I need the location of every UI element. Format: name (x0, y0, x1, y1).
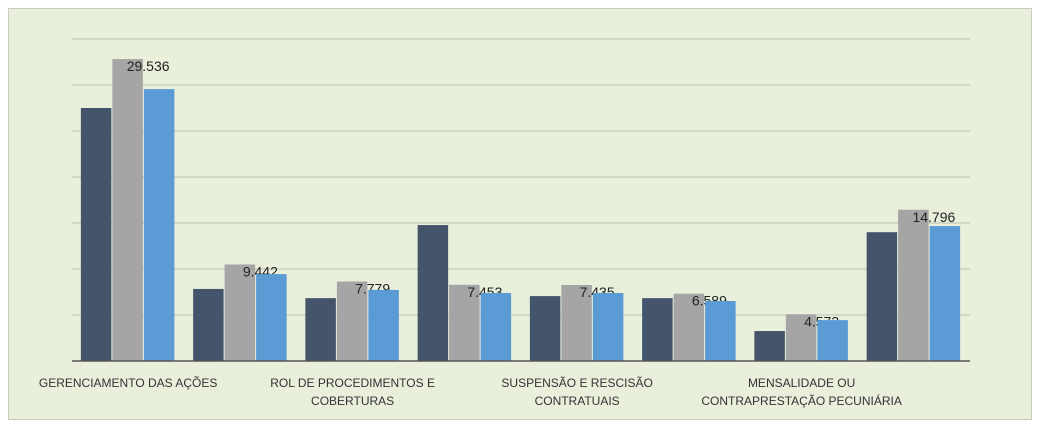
bar (929, 226, 961, 361)
bar (673, 293, 705, 361)
bar (754, 331, 785, 361)
bar (336, 281, 368, 361)
bar (480, 293, 512, 361)
chart-area (8, 8, 1032, 420)
bar (449, 284, 480, 361)
bar (143, 89, 175, 361)
bar (866, 232, 898, 361)
bar (256, 274, 287, 361)
bar (417, 225, 449, 361)
bar (368, 289, 399, 361)
x-tick-label: ROL DE PROCEDIMENTOS E COBERTURAS (270, 376, 435, 408)
bar (561, 284, 592, 361)
bar (592, 293, 624, 361)
bar (817, 320, 848, 361)
bar (898, 209, 929, 361)
data-label: 29.536 (127, 58, 170, 74)
bar (305, 298, 336, 361)
data-label: 14.796 (912, 209, 955, 225)
bar (193, 288, 224, 361)
bar (112, 59, 143, 361)
x-tick-label: MENSALIDADE OU CONTRAPRESTAÇÃO PECUNIÁRI… (701, 376, 902, 408)
bar (529, 296, 561, 361)
x-tick-label: SUSPENSÃO E RESCISÃO CONTRATUAIS (501, 376, 653, 408)
bar (705, 300, 736, 361)
x-tick-label: GERENCIAMENTO DAS AÇÕES (38, 376, 218, 390)
bar (224, 264, 256, 361)
bar (80, 108, 112, 361)
bar (785, 314, 817, 361)
bar (642, 298, 673, 361)
